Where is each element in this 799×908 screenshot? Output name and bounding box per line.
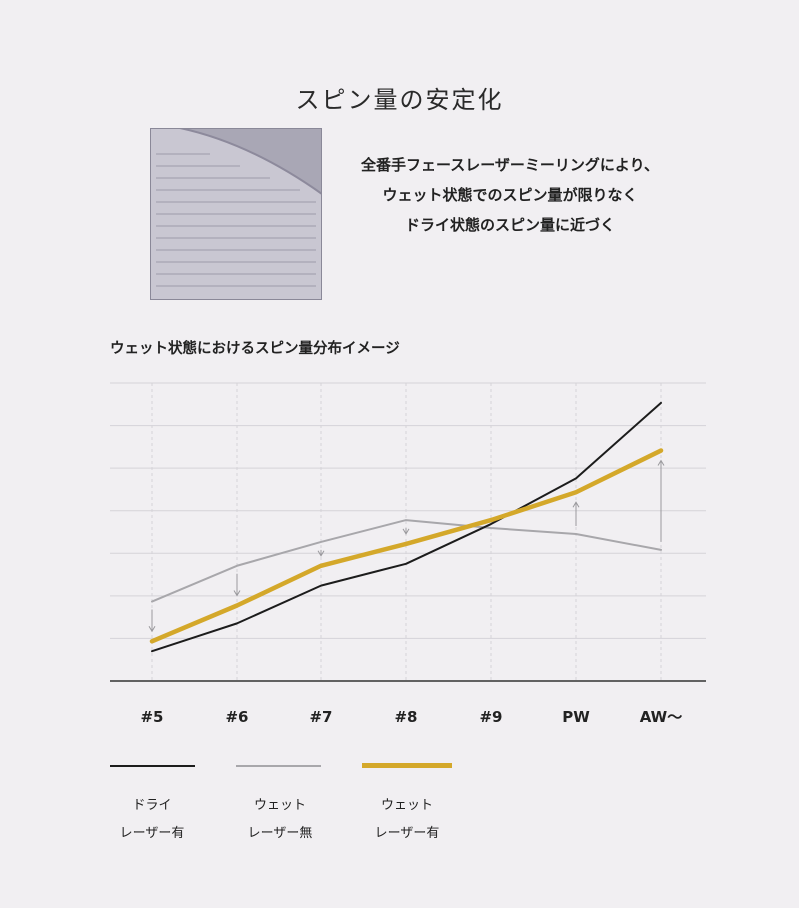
club-face-image <box>150 128 322 300</box>
arrow-head <box>572 501 580 508</box>
x-tick-label: PW <box>562 708 590 726</box>
arrow-head <box>657 459 665 466</box>
page-title: スピン量の安定化 <box>295 86 504 114</box>
description-line-2: ウェット状態でのスピン量が限りなく <box>382 186 638 204</box>
arrow-head <box>402 528 410 535</box>
x-tick-label: AW〜 <box>640 708 682 726</box>
legend-swatch-wet-laser <box>362 763 452 768</box>
x-tick-label: #8 <box>394 708 417 726</box>
description-line-3: ドライ状態のスピン量に近づく <box>404 216 615 234</box>
legend-label-line2: レーザー有 <box>119 826 185 841</box>
legend-swatch-wet-nolaser <box>236 765 321 767</box>
x-tick-label: #6 <box>225 708 248 726</box>
legend-label-line2: レーザー無 <box>247 826 313 841</box>
chart-title: ウェット状態におけるスピン量分布イメージ <box>110 341 400 357</box>
x-tick-label: #5 <box>140 708 163 726</box>
arrow-head <box>317 550 325 557</box>
description: 全番手フェースレーザーミーリングにより、 ウェット状態でのスピン量が限りなく ド… <box>330 150 690 240</box>
legend-swatch-dry-laser <box>110 765 195 767</box>
legend-label-wet-nolaser: ウェット レーザー無 <box>220 792 340 848</box>
legend-label-line1: ウェット <box>253 798 306 813</box>
legend-label-line1: ウェット <box>380 798 433 813</box>
arrow-head <box>148 626 156 633</box>
legend-label-line2: レーザー有 <box>374 826 440 841</box>
description-line-1: 全番手フェースレーザーミーリングにより、 <box>360 156 660 174</box>
x-tick-label: #7 <box>309 708 332 726</box>
legend-label-wet-laser: ウェット レーザー有 <box>347 792 467 848</box>
x-tick-label: #9 <box>479 708 502 726</box>
legend-label-line1: ドライ <box>132 798 172 813</box>
legend-label-dry-laser: ドライ レーザー有 <box>92 792 212 848</box>
arrow-head <box>233 590 241 597</box>
